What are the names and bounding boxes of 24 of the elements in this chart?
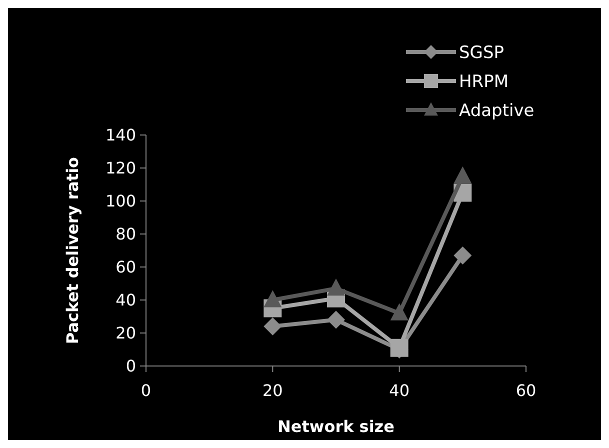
x-tick-label: 40 (389, 381, 410, 400)
y-tick-label: 40 (116, 290, 136, 310)
x-tick-label: 20 (262, 381, 283, 400)
point (327, 310, 345, 329)
y-tick-label: 120 (105, 158, 136, 178)
point (327, 278, 345, 296)
x-tick-label: 0 (140, 381, 152, 400)
point (390, 303, 408, 320)
legend-label: HRPM (459, 72, 509, 92)
point (264, 290, 282, 308)
legend-label: SGSP (459, 42, 504, 63)
point (454, 166, 472, 184)
y-tick-label: 60 (116, 258, 136, 277)
y-axis-title: Packet delivery ratio (63, 156, 82, 344)
x-tick-label: 60 (516, 381, 536, 400)
x-axis-title: Network size (278, 417, 395, 436)
y-tick-label: 20 (116, 324, 136, 343)
y-tick-label: 100 (105, 192, 136, 211)
legend-label: Adaptive (459, 100, 534, 121)
point (454, 246, 472, 264)
point (264, 317, 282, 336)
y-tick-label: 0 (126, 356, 136, 376)
y-tick-label: 80 (116, 224, 136, 244)
y-tick-label: 140 (105, 126, 136, 145)
